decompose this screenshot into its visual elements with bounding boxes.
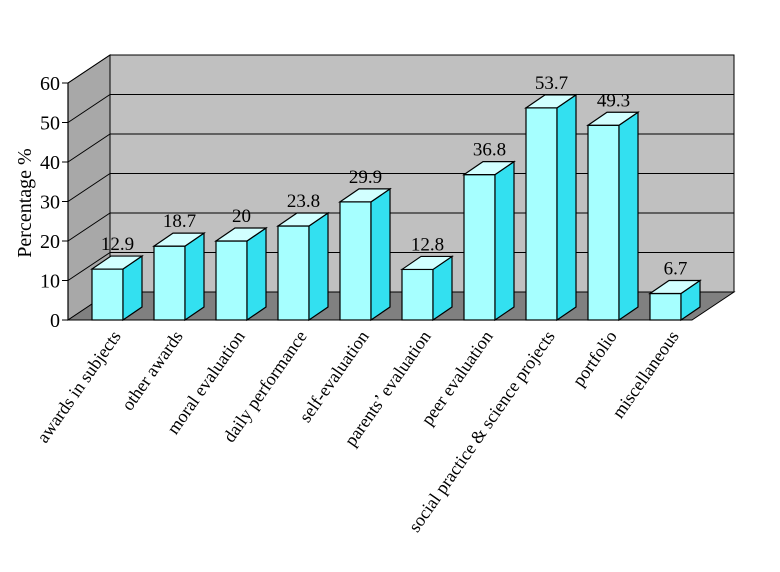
category-label: portfolio <box>568 327 621 390</box>
bar-top <box>648 279 702 295</box>
bar-front <box>401 268 434 321</box>
y-tick-label: 0 <box>50 310 60 332</box>
y-tick-label: 50 <box>40 113 60 135</box>
data-label: 12.8 <box>411 234 444 255</box>
bar-top <box>524 94 578 109</box>
bar-top <box>276 212 330 227</box>
bar-side <box>556 93 577 322</box>
category-label: awards in subjects <box>33 327 125 447</box>
y-tick-label: 60 <box>40 73 60 95</box>
bar-front <box>587 124 620 321</box>
y-axis: 0 10 20 30 40 50 60 <box>40 73 69 332</box>
y-tick-label: 30 <box>40 192 60 214</box>
bar-front <box>215 240 248 321</box>
bar <box>214 226 268 322</box>
bar-front <box>277 225 310 321</box>
gridline-side <box>67 94 111 123</box>
data-label: 49.3 <box>597 90 630 111</box>
y-tick-label: 20 <box>40 231 60 253</box>
bar-side <box>370 187 391 322</box>
bar-front <box>339 201 372 321</box>
gridline-side <box>67 54 111 84</box>
bar-front <box>463 174 496 321</box>
data-label: 18.7 <box>163 211 196 232</box>
bar-side <box>618 111 639 322</box>
data-label: 53.7 <box>535 73 568 94</box>
bar <box>338 187 392 322</box>
bar <box>586 111 640 322</box>
gridline-side <box>67 252 111 281</box>
y-tick-label: 40 <box>40 152 60 174</box>
bar <box>462 160 516 322</box>
bar <box>152 231 206 322</box>
bar-front <box>153 245 186 321</box>
bar-front <box>649 292 682 321</box>
bar <box>524 93 578 322</box>
bar-top <box>338 188 392 203</box>
bar-top <box>90 255 144 270</box>
y-tick-label: 10 <box>40 271 60 293</box>
data-label: 20 <box>232 206 251 227</box>
bar <box>276 211 330 322</box>
gridline-side <box>67 173 111 202</box>
gridline-side <box>67 212 111 242</box>
bar-side <box>494 160 515 322</box>
gridline-side <box>67 133 111 163</box>
data-labels: 12.9 18.7 20 23.8 29.9 12.8 36.8 53.7 49.3 6.7 <box>101 73 688 280</box>
bar-front <box>91 268 124 321</box>
data-label: 36.8 <box>473 140 506 161</box>
data-label: 29.9 <box>349 167 382 188</box>
category-label: other awards <box>117 327 186 414</box>
data-label: 23.8 <box>287 191 320 212</box>
bar-side <box>308 211 329 322</box>
bar <box>648 279 702 322</box>
bar-top <box>400 255 454 271</box>
bars <box>90 93 702 322</box>
data-label: 12.9 <box>101 234 134 255</box>
bar <box>90 254 144 322</box>
bar-top <box>152 232 206 247</box>
bar-side <box>246 226 267 322</box>
category-label: miscellaneous <box>608 327 683 422</box>
bar-top <box>462 161 516 176</box>
bar-front <box>525 107 558 321</box>
y-axis-title: Percentage % <box>14 148 36 257</box>
data-label: 6.7 <box>664 259 688 280</box>
bar-top <box>586 111 640 126</box>
bar <box>400 255 454 322</box>
bar-side <box>184 231 205 322</box>
bar-top <box>214 227 268 242</box>
